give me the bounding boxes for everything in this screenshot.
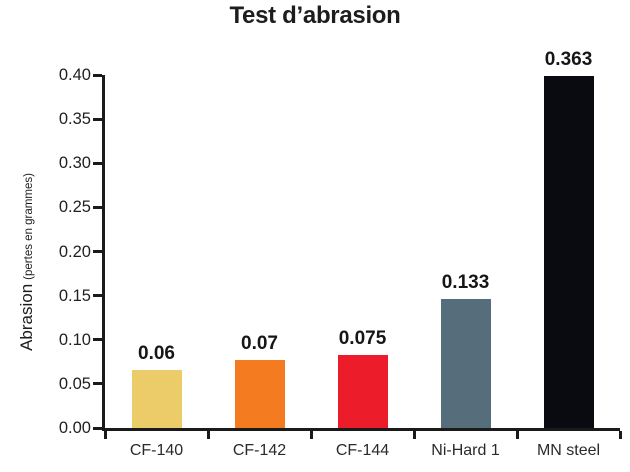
y-axis-tick: [93, 338, 102, 342]
x-axis-tick: [206, 431, 210, 439]
y-axis-tick: [93, 382, 102, 386]
y-axis-tick-label: 0.40: [58, 66, 91, 84]
bar-value-label: 0.363: [544, 49, 593, 70]
category-label: CF-144: [335, 442, 390, 459]
bar-ni-hard-1: [440, 299, 491, 428]
bar-cf-142: [234, 360, 285, 428]
category-label: MN steel: [536, 442, 601, 459]
bar-mn-steel: [543, 76, 594, 428]
bar-value-label: 0.06: [138, 343, 175, 364]
y-axis-tick: [93, 294, 102, 298]
bar-value-label: 0.075: [338, 328, 387, 349]
y-axis-tick-label: 0.30: [58, 154, 91, 173]
category-label: CF-142: [232, 442, 287, 459]
y-axis-tick: [93, 250, 102, 253]
y-axis-tick: [93, 426, 102, 430]
chart-title: Test d’abrasion: [229, 2, 401, 29]
y-axis-title-sub: (pertes en grammes): [23, 173, 35, 280]
x-axis-tick: [309, 431, 313, 439]
y-axis-tick: [93, 161, 102, 165]
y-axis-title-main: Abrasion: [17, 283, 36, 351]
y-axis-tick-label: 0.25: [58, 198, 91, 217]
y-axis-tick-label: 0.00: [58, 419, 91, 437]
x-axis-tick: [412, 431, 416, 439]
y-axis-tick: [93, 205, 102, 209]
bar-cf-140: [131, 370, 182, 428]
y-axis-title: Abrasion (pertes en grammes): [17, 173, 37, 351]
y-axis-tick-label: 0.15: [58, 286, 91, 305]
y-axis-tick-label: 0.20: [58, 242, 91, 261]
x-axis-tick: [103, 431, 107, 439]
y-axis-tick: [93, 117, 102, 121]
y-axis-tick-label: 0.35: [58, 110, 91, 129]
y-axis-tick: [93, 73, 102, 77]
x-axis-tick: [618, 431, 622, 439]
category-label: CF-140: [129, 442, 184, 459]
y-axis-tick-label: 0.10: [58, 330, 91, 349]
plot-area: 0.00 0.05 0.10 0.15 0.20 0.25 0.30 0.35 0.40 0.06…: [59, 50, 622, 459]
category-label: Ni-Hard 1: [431, 442, 500, 459]
bar-cf-144: [337, 355, 388, 428]
bar-value-label: 0.133: [441, 272, 490, 293]
x-axis-tick: [515, 431, 519, 439]
y-axis-tick-label: 0.05: [58, 374, 91, 393]
bar-value-label: 0.07: [241, 333, 278, 354]
